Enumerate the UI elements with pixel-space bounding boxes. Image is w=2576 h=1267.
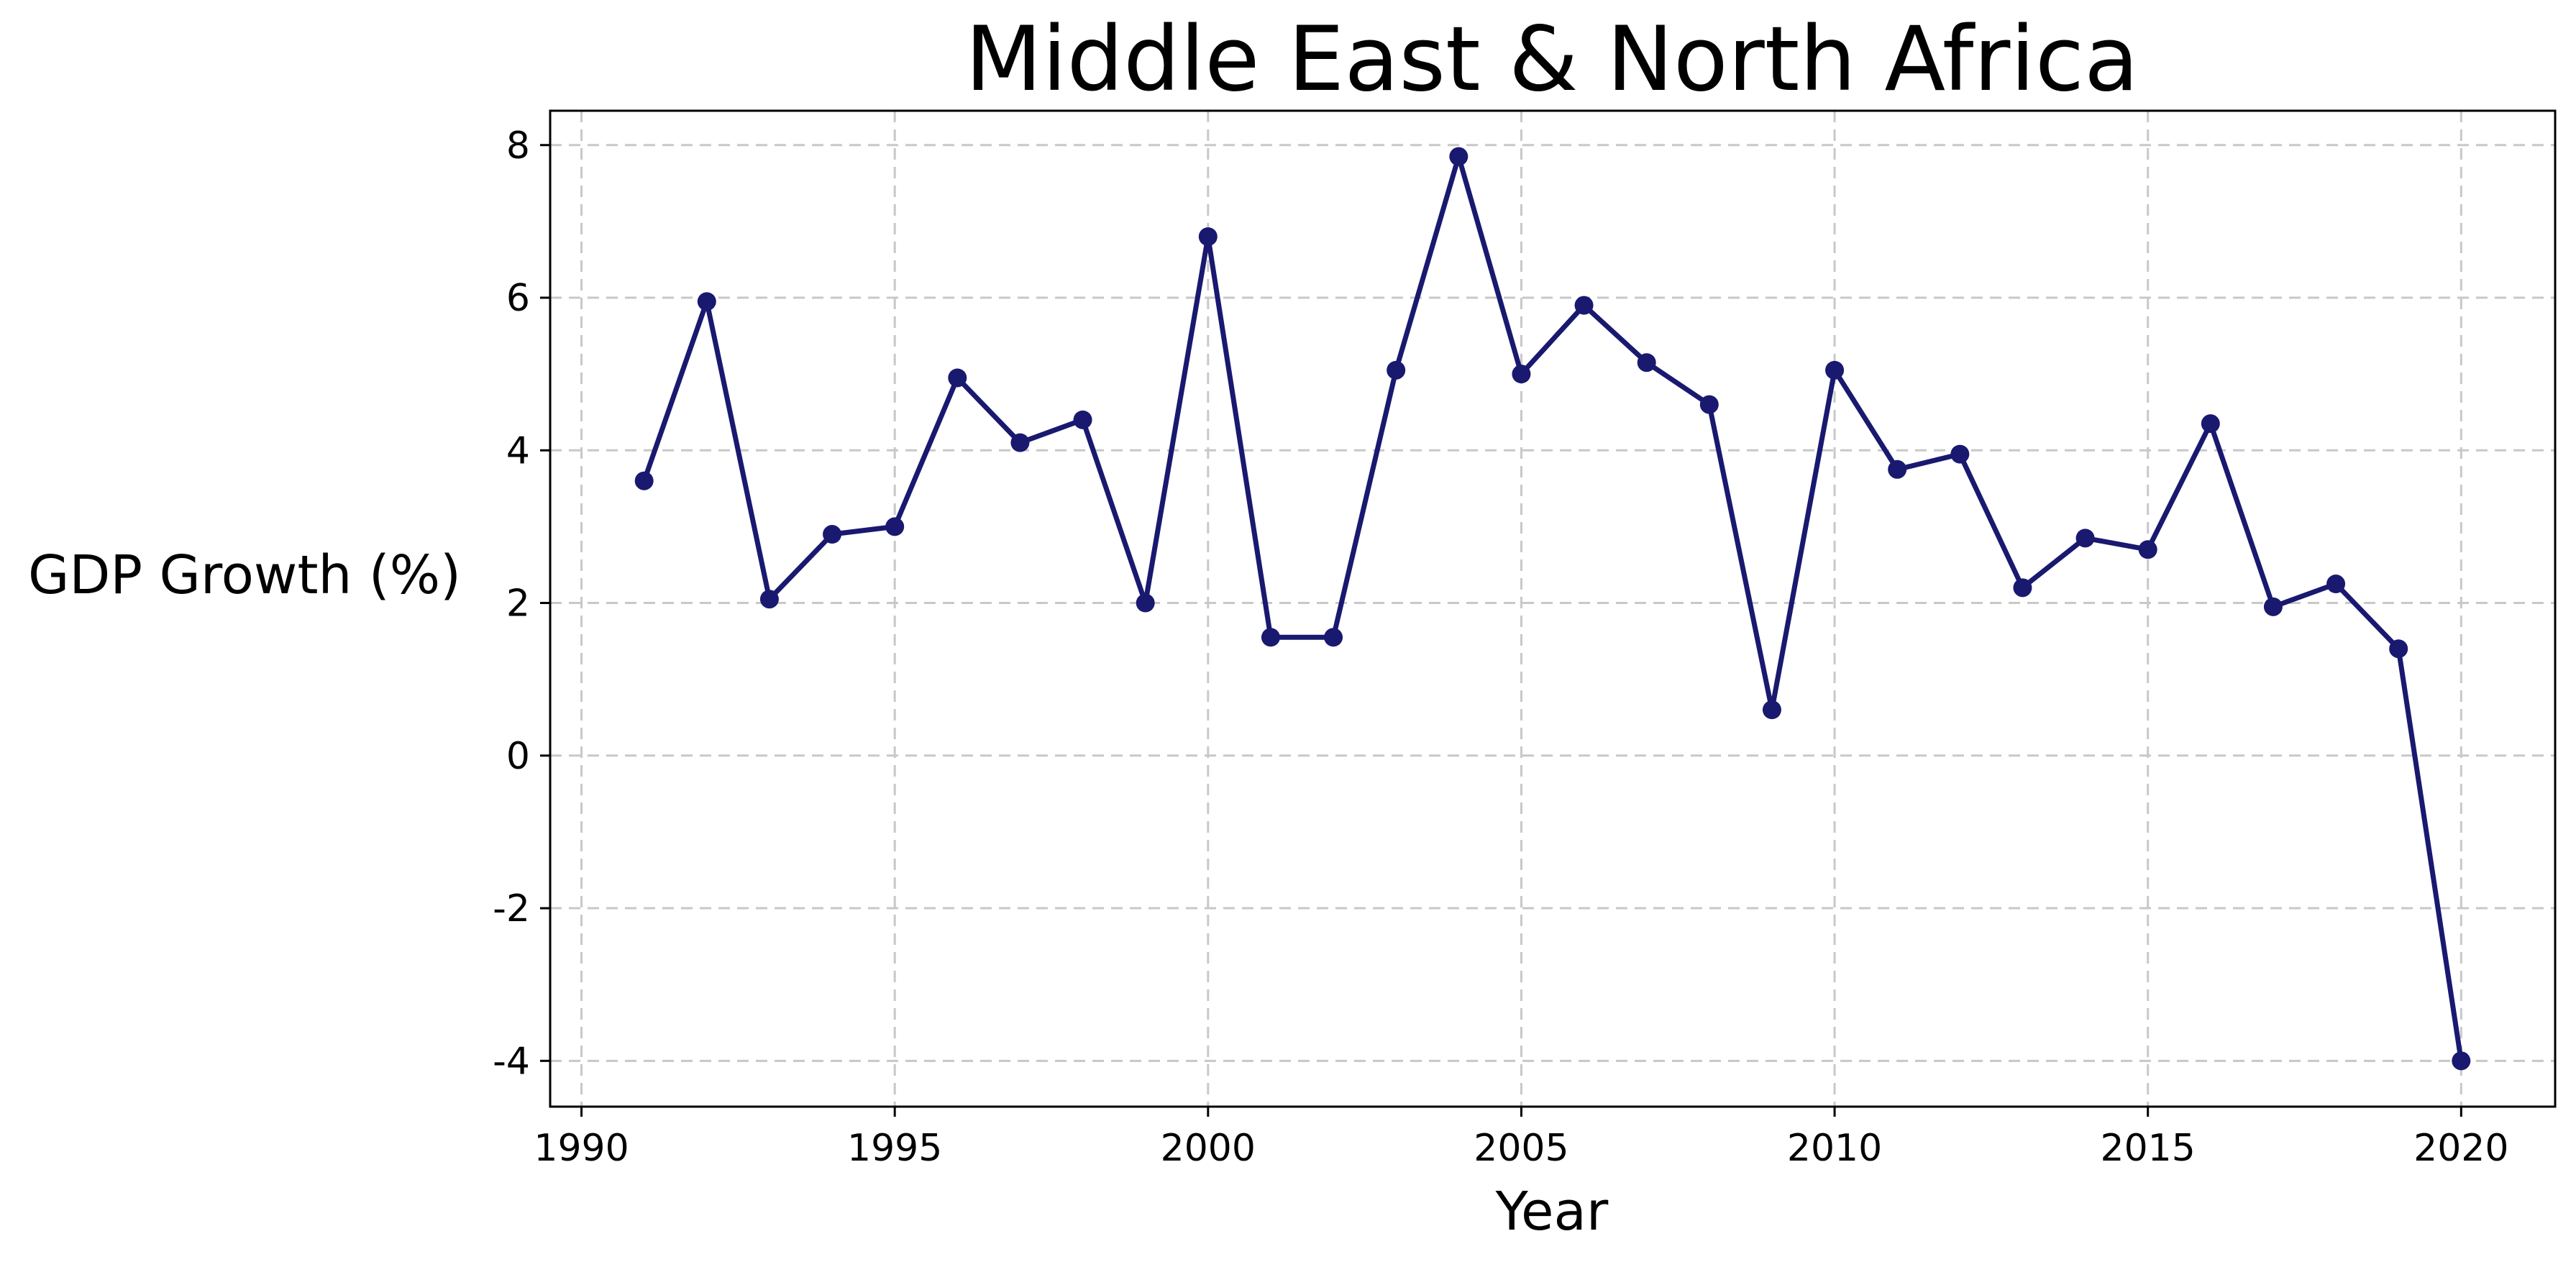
y-tick-label: 0 — [506, 735, 530, 778]
data-point — [1324, 628, 1343, 647]
data-point — [1073, 410, 1092, 429]
grid — [550, 111, 2555, 1107]
data-point — [2263, 597, 2283, 616]
x-tick-label: 1995 — [847, 1127, 942, 1170]
data-point — [1574, 296, 1594, 315]
data-point — [2452, 1051, 2471, 1071]
data-point — [1136, 593, 1155, 613]
data-point — [2201, 414, 2220, 434]
data-point — [1387, 360, 1406, 380]
data-point — [1637, 353, 1656, 372]
y-tick-label: 4 — [506, 429, 530, 472]
x-tick-label: 1990 — [534, 1127, 629, 1170]
data-point — [1261, 628, 1280, 647]
y-tick-label: 8 — [506, 124, 530, 168]
y-tick-label: 2 — [506, 582, 530, 626]
data-point — [1198, 227, 1218, 247]
y-tick-label: 6 — [506, 277, 530, 320]
data-point — [2013, 578, 2032, 598]
x-tick-label: 2005 — [1474, 1127, 1568, 1170]
data-point — [948, 368, 967, 388]
data-point — [1512, 365, 1531, 384]
data-point — [697, 292, 716, 311]
data-point — [1950, 444, 1970, 464]
chart-title: Middle East & North Africa — [965, 8, 2139, 111]
data-point — [2389, 639, 2408, 659]
data-point — [2138, 540, 2157, 559]
data-point — [1825, 360, 1845, 380]
y-tick-label: -2 — [493, 887, 530, 930]
data-point — [1699, 395, 1719, 414]
data-point — [1888, 459, 1907, 479]
data-point — [823, 525, 842, 544]
series — [634, 147, 2471, 1071]
data-point — [2075, 529, 2095, 548]
data-point — [1449, 147, 1469, 166]
x-axis-label: Year — [1495, 1181, 1609, 1243]
data-point — [1762, 700, 1781, 720]
y-tick-label: -4 — [493, 1040, 530, 1083]
x-tick-label: 2020 — [2413, 1127, 2508, 1170]
data-point — [885, 517, 905, 536]
plot-area-frame — [549, 109, 2557, 1108]
series-line — [641, 154, 2464, 1064]
x-tick-label: 2015 — [2101, 1127, 2196, 1170]
x-tick-label: 2010 — [1787, 1127, 1882, 1170]
x-tick-label: 2000 — [1161, 1127, 1256, 1170]
y-axis-label: GDP Growth (%) — [28, 544, 461, 606]
data-point — [759, 590, 779, 609]
data-point — [1010, 433, 1030, 452]
data-point — [2326, 575, 2346, 594]
data-point — [634, 471, 654, 490]
axis-ticks: 1990 1995 2000 2005 2010 2015 2020 -4 -2 0 2 4 6 8 — [493, 124, 2508, 1170]
